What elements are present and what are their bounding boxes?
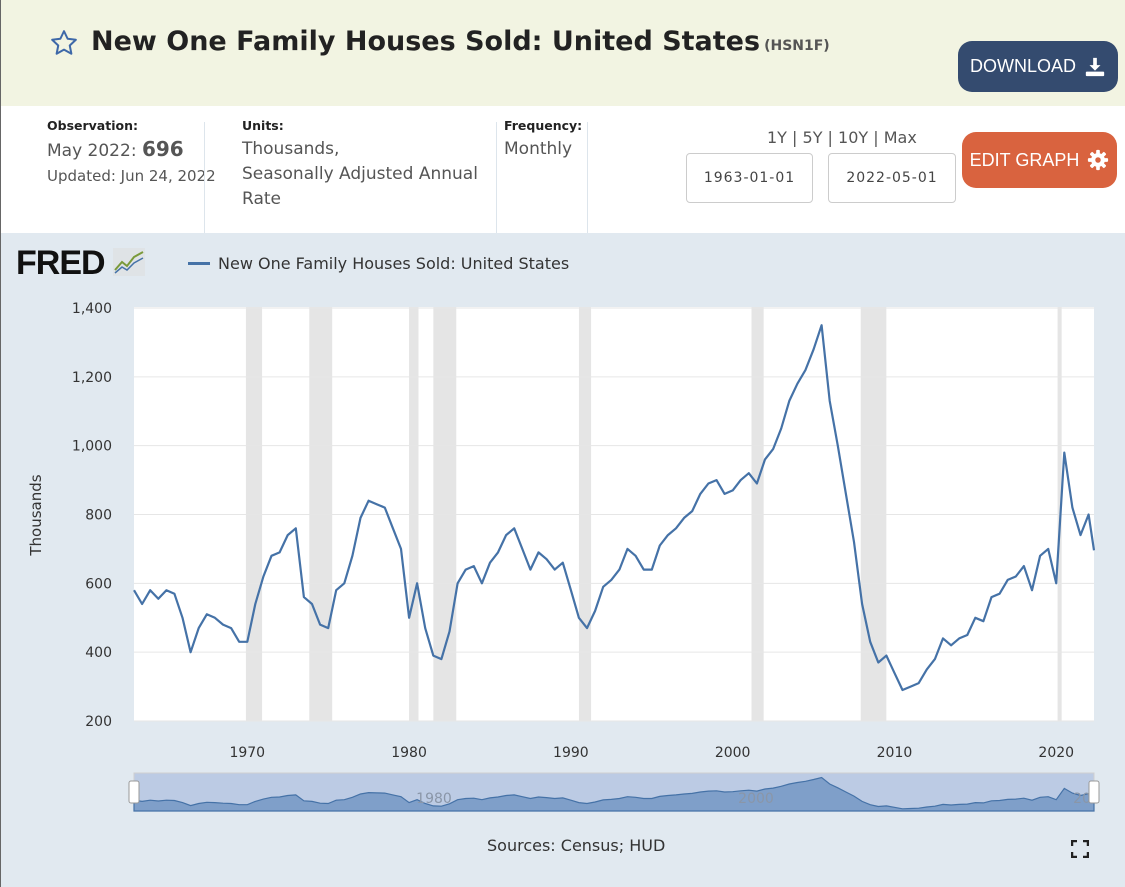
- observation-label: Observation:: [47, 118, 138, 133]
- x-tick-label: 1990: [553, 745, 589, 761]
- line-chart-icon: [113, 248, 146, 276]
- x-tick-label: 2000: [715, 745, 751, 761]
- range-max[interactable]: Max: [883, 128, 917, 147]
- edit-graph-label: EDIT GRAPH: [969, 149, 1080, 170]
- observation-period: May 2022:: [47, 141, 137, 161]
- range-5y[interactable]: 5Y: [802, 128, 823, 147]
- range-10y[interactable]: 10Y: [838, 128, 869, 147]
- range-selector: 1Y | 5Y | 10Y | Max: [767, 128, 917, 147]
- legend-label: New One Family Houses Sold: United State…: [218, 254, 570, 273]
- navigator-handle-right[interactable]: [1088, 780, 1100, 804]
- title-text: New One Family Houses Sold: United State…: [91, 26, 761, 57]
- page-title: New One Family Houses Sold: United State…: [91, 26, 830, 57]
- units-line: Seasonally Adjusted Annual: [242, 164, 478, 184]
- chart-legend: New One Family Houses Sold: United State…: [188, 254, 569, 273]
- line-chart[interactable]: 200 400 600 800 1,000 1,200 1,400 1970 1980 1990 2…: [0, 233, 1125, 887]
- y-tick-label: 400: [85, 645, 112, 661]
- download-button[interactable]: DOWNLOAD: [958, 41, 1118, 92]
- sources-text: Sources: Census; HUD: [487, 836, 666, 855]
- units-label: Units:: [242, 118, 284, 133]
- start-date-input[interactable]: 1963-01-01: [686, 153, 813, 203]
- fullscreen-icon[interactable]: [1071, 840, 1089, 858]
- units-line: Rate: [242, 189, 281, 209]
- units-line: Thousands,: [242, 139, 340, 159]
- divider: [587, 122, 588, 233]
- fred-logo: FRED: [16, 244, 146, 283]
- x-tick-label: 2020: [1038, 745, 1074, 761]
- navigator-label: 20: [1073, 791, 1091, 807]
- x-tick-label: 1980: [391, 745, 427, 761]
- series-line: [133, 324, 1096, 692]
- y-tick-label: 800: [85, 508, 112, 524]
- download-icon: [1085, 57, 1105, 76]
- observation-section: Observation: May 2022: 696 Updated: Jun …: [47, 118, 232, 233]
- end-date-input[interactable]: 2022-05-01: [828, 153, 956, 203]
- star-outline-icon[interactable]: [49, 28, 79, 58]
- frequency-label: Frequency:: [504, 118, 583, 133]
- series-id: (HSN1F): [764, 38, 830, 54]
- y-tick-label: 1,400: [72, 301, 112, 317]
- navigator-label: 2000: [738, 791, 774, 807]
- divider: [496, 122, 497, 233]
- x-tick-label: 1970: [229, 745, 265, 761]
- legend-swatch: [188, 262, 210, 265]
- observation-line: May 2022: 696: [47, 137, 232, 164]
- series-header: New One Family Houses Sold: United State…: [1, 0, 1125, 106]
- x-tick-label: 2010: [877, 745, 913, 761]
- series-info: Observation: May 2022: 696 Updated: Jun …: [1, 106, 1125, 233]
- navigator-handle-left[interactable]: [128, 780, 140, 804]
- download-label: DOWNLOAD: [969, 56, 1076, 76]
- y-tick-label: 1,200: [72, 370, 112, 386]
- updated-date: Updated: Jun 24, 2022: [47, 167, 216, 185]
- units-section: Units: Thousands, Seasonally Adjusted An…: [242, 118, 492, 233]
- y-tick-label: 1,000: [72, 439, 112, 455]
- range-1y[interactable]: 1Y: [767, 128, 787, 147]
- divider: [204, 122, 205, 233]
- navigator[interactable]: 1980 2000 20: [128, 772, 1100, 812]
- frequency-value: Monthly: [504, 139, 573, 159]
- gear-icon: [1088, 149, 1109, 171]
- y-tick-label: 600: [85, 576, 112, 592]
- y-tick-label: 200: [85, 714, 112, 730]
- logo-text: FRED: [16, 244, 106, 282]
- edit-graph-button[interactable]: EDIT GRAPH: [962, 132, 1117, 188]
- observation-value: 696: [141, 137, 184, 161]
- navigator-area: [133, 776, 1095, 812]
- navigator-label: 1980: [416, 791, 452, 807]
- frequency-section: Frequency: Monthly: [504, 118, 594, 233]
